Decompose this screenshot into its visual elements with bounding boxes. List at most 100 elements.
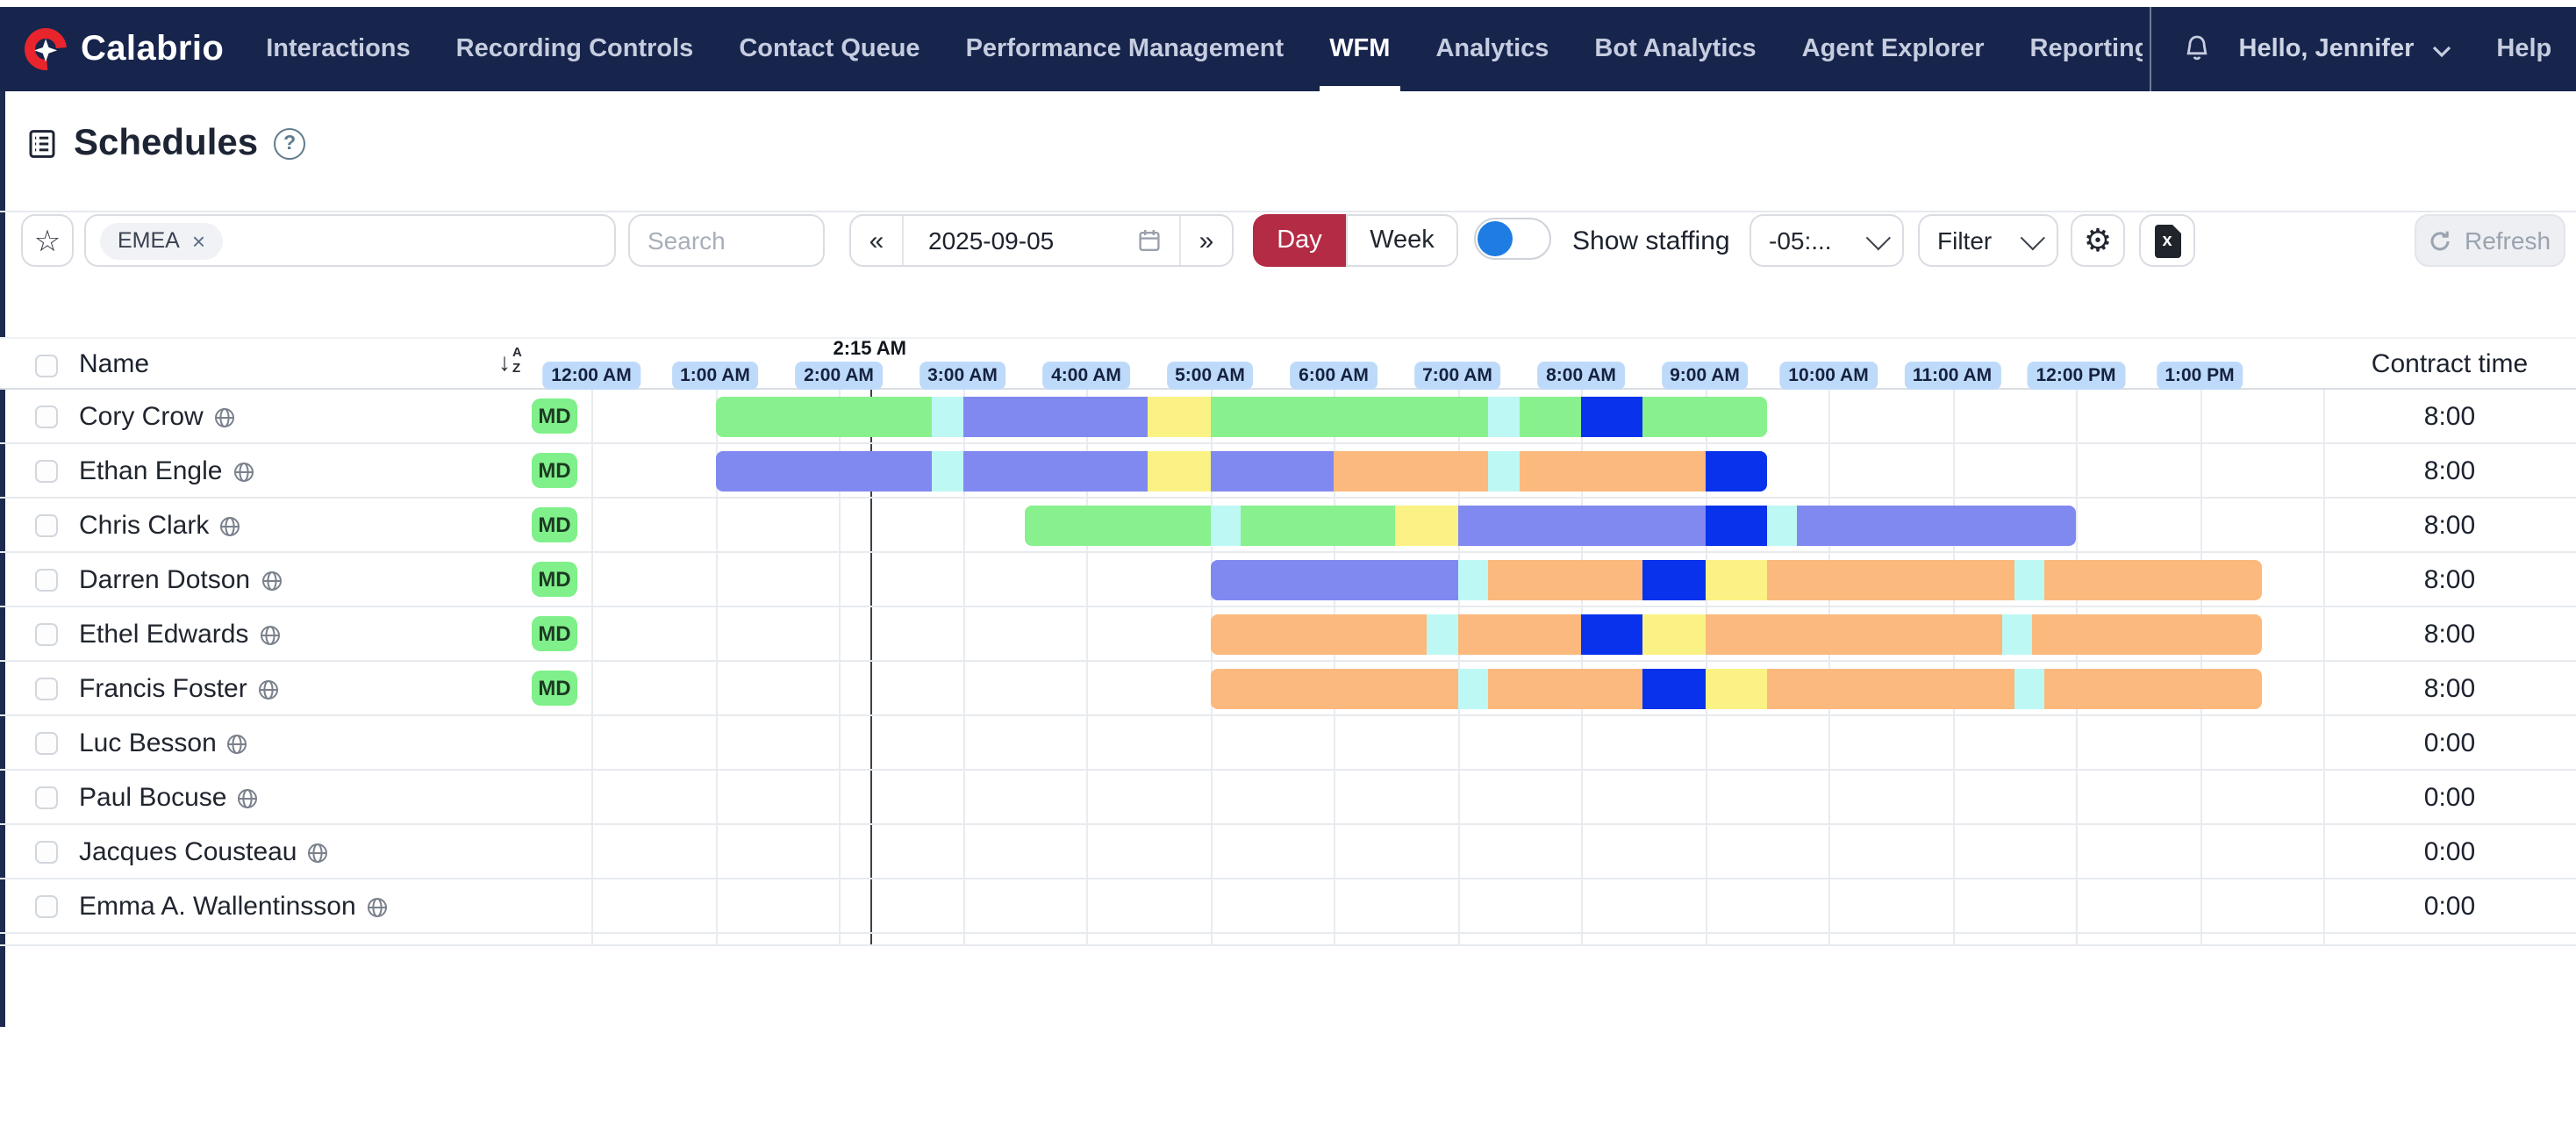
schedule-bar xyxy=(1210,669,2262,709)
nav-item-interactions[interactable]: Interactions xyxy=(266,35,411,63)
schedule-segment-green[interactable] xyxy=(1241,506,1396,546)
brand[interactable]: Calabrio xyxy=(16,19,224,79)
row-checkbox[interactable] xyxy=(35,460,57,482)
schedule-segment-cyan[interactable] xyxy=(1488,451,1520,492)
schedule-segment-yellow[interactable] xyxy=(1148,397,1210,437)
filter-chip-label: EMEA xyxy=(118,228,180,253)
page-title: Schedules xyxy=(74,123,259,163)
select-all-checkbox[interactable] xyxy=(35,355,57,377)
schedule-segment-blue[interactable] xyxy=(1705,506,1767,546)
schedule-segment-green[interactable] xyxy=(1024,506,1210,546)
schedule-segment-orange[interactable] xyxy=(1705,614,2002,655)
nav-item-reporting[interactable]: Reporting xyxy=(2029,35,2143,63)
export-excel-button[interactable] xyxy=(2139,214,2195,267)
schedule-segment-orange[interactable] xyxy=(1488,560,1643,600)
schedule-segment-yellow[interactable] xyxy=(1705,560,1767,600)
nav-item-contact-queue[interactable]: Contact Queue xyxy=(739,35,920,63)
schedule-segment-yellow[interactable] xyxy=(1148,451,1210,492)
row-checkbox[interactable] xyxy=(35,514,57,536)
chevron-down-icon xyxy=(1865,226,1891,251)
schedule-segment-cyan[interactable] xyxy=(2001,614,2033,655)
row-checkbox[interactable] xyxy=(35,405,57,427)
filter-dropdown[interactable]: Filter xyxy=(1918,214,2058,267)
schedule-segment-orange[interactable] xyxy=(1210,669,1457,709)
schedule-segment-orange[interactable] xyxy=(1519,451,1705,492)
row-checkbox[interactable] xyxy=(35,841,57,863)
schedule-segment-cyan[interactable] xyxy=(1457,669,1489,709)
schedule-segment-periwinkle[interactable] xyxy=(962,397,1148,437)
schedule-segment-blue[interactable] xyxy=(1581,614,1643,655)
schedule-segment-orange[interactable] xyxy=(1766,560,2014,600)
week-view-button[interactable]: Week xyxy=(1346,214,1458,267)
nav-item-recording-controls[interactable]: Recording Controls xyxy=(455,35,694,63)
timezone-select[interactable]: -05:... xyxy=(1750,214,1904,267)
schedule-segment-periwinkle[interactable] xyxy=(1457,506,1705,546)
notifications-bell-icon[interactable] xyxy=(2183,33,2211,65)
nav-item-analytics[interactable]: Analytics xyxy=(1435,35,1549,63)
schedule-segment-green[interactable] xyxy=(1210,397,1489,437)
schedule-segment-cyan[interactable] xyxy=(2014,560,2045,600)
row-checkbox[interactable] xyxy=(35,678,57,700)
row-checkbox[interactable] xyxy=(35,732,57,754)
refresh-button[interactable]: Refresh xyxy=(2415,214,2565,267)
nav-item-performance-management[interactable]: Performance Management xyxy=(965,35,1284,63)
row-checkbox[interactable] xyxy=(35,895,57,917)
schedule-segment-periwinkle[interactable] xyxy=(1797,506,2076,546)
user-menu-chevron-down-icon[interactable] xyxy=(2431,45,2451,57)
schedule-segment-orange[interactable] xyxy=(1210,614,1427,655)
date-picker[interactable]: 2025-09-05 xyxy=(902,216,1181,265)
schedule-segment-cyan[interactable] xyxy=(2014,669,2045,709)
schedule-segment-orange[interactable] xyxy=(1334,451,1489,492)
schedule-segment-green[interactable] xyxy=(715,397,932,437)
page-help-icon[interactable]: ? xyxy=(274,128,306,160)
schedule-segment-periwinkle[interactable] xyxy=(1210,451,1334,492)
schedule-segment-orange[interactable] xyxy=(2044,669,2262,709)
schedule-segment-blue[interactable] xyxy=(1581,397,1643,437)
nav-item-wfm[interactable]: WFM xyxy=(1319,7,1400,91)
schedule-segment-blue[interactable] xyxy=(1642,560,1705,600)
schedule-segment-cyan[interactable] xyxy=(1766,506,1798,546)
schedule-segment-blue[interactable] xyxy=(1642,669,1705,709)
schedule-segment-orange[interactable] xyxy=(2044,560,2262,600)
calendar-icon xyxy=(1139,230,1160,252)
schedule-segment-orange[interactable] xyxy=(1488,669,1643,709)
schedule-segment-yellow[interactable] xyxy=(1395,506,1457,546)
row-checkbox[interactable] xyxy=(35,569,57,591)
schedule-segment-periwinkle[interactable] xyxy=(715,451,932,492)
schedule-segment-yellow[interactable] xyxy=(1705,669,1767,709)
user-menu[interactable]: Hello, Jennifer xyxy=(2238,35,2415,63)
schedule-segment-cyan[interactable] xyxy=(931,451,962,492)
refresh-icon xyxy=(2431,230,2451,250)
schedule-segment-green[interactable] xyxy=(1642,397,1767,437)
group-filter-field[interactable]: EMEA × xyxy=(84,214,616,267)
schedule-segment-periwinkle[interactable] xyxy=(1210,560,1457,600)
schedule-segment-orange[interactable] xyxy=(1457,614,1581,655)
time-tick-label: 3:00 AM xyxy=(919,362,1006,390)
filter-chip-remove-icon[interactable]: × xyxy=(191,227,206,254)
schedule-segment-periwinkle[interactable] xyxy=(962,451,1148,492)
schedule-segment-cyan[interactable] xyxy=(1488,397,1520,437)
schedule-segment-orange[interactable] xyxy=(1766,669,2014,709)
schedule-segment-green[interactable] xyxy=(1519,397,1581,437)
nav-item-agent-explorer[interactable]: Agent Explorer xyxy=(1801,35,1985,63)
schedule-segment-yellow[interactable] xyxy=(1642,614,1705,655)
schedule-segment-cyan[interactable] xyxy=(1210,506,1241,546)
next-day-button[interactable]: » xyxy=(1199,226,1214,255)
show-staffing-toggle[interactable] xyxy=(1474,218,1551,260)
row-checkbox[interactable] xyxy=(35,786,57,808)
row-checkbox[interactable] xyxy=(35,623,57,645)
schedule-segment-cyan[interactable] xyxy=(1426,614,1457,655)
schedule-segment-cyan[interactable] xyxy=(1457,560,1489,600)
schedule-segment-cyan[interactable] xyxy=(931,397,962,437)
nav-help-link[interactable]: Help xyxy=(2496,35,2552,63)
gear-icon: ⚙ xyxy=(2083,223,2113,258)
schedule-segment-orange[interactable] xyxy=(2032,614,2262,655)
previous-day-button[interactable]: « xyxy=(869,226,884,255)
schedule-segment-blue[interactable] xyxy=(1705,451,1767,492)
settings-button[interactable]: ⚙ xyxy=(2071,214,2125,267)
nav-item-bot-analytics[interactable]: Bot Analytics xyxy=(1594,35,1757,63)
favorite-button[interactable]: ☆ xyxy=(21,214,74,267)
day-view-button[interactable]: Day xyxy=(1253,214,1346,267)
search-input[interactable] xyxy=(628,214,825,267)
